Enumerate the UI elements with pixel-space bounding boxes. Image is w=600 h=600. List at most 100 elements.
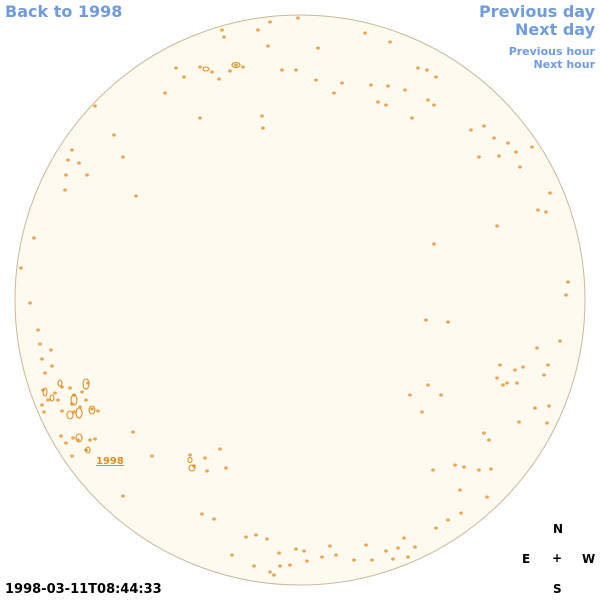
contour-speck: [280, 68, 284, 72]
contour-speck: [547, 404, 551, 408]
contour-speck: [256, 28, 260, 32]
contour-speck: [42, 410, 46, 414]
contour-speck: [530, 145, 534, 149]
contour-speck: [254, 533, 258, 537]
contour-speck: [316, 46, 320, 50]
contour-speck: [515, 381, 519, 385]
contour-speck: [453, 463, 457, 467]
contour-speck: [462, 465, 466, 469]
contour-speck: [217, 77, 221, 81]
contour-speck: [369, 83, 373, 87]
contour-speck: [403, 88, 407, 92]
contour-speck: [32, 236, 36, 240]
contour-speck: [545, 421, 549, 425]
contour-speck: [64, 173, 68, 177]
contour-speck: [40, 403, 44, 407]
contour-speck: [425, 68, 429, 72]
contour-speck: [96, 409, 100, 413]
contour-speck: [544, 210, 548, 214]
contour-speck: [49, 348, 53, 352]
contour-speck: [198, 65, 202, 69]
contour-speck: [42, 387, 48, 397]
contour-speck: [150, 454, 154, 458]
contour-speck: [328, 544, 332, 548]
contour-speck: [212, 517, 216, 521]
contour-speck: [77, 161, 81, 165]
contour-speck: [439, 393, 443, 397]
contour-speck: [40, 357, 44, 361]
contour-speck: [230, 553, 234, 557]
contour-speck: [90, 407, 94, 411]
contour-speck: [231, 61, 241, 69]
contour-speck: [533, 406, 537, 410]
contour-speck: [38, 342, 42, 346]
contour-speck: [314, 78, 318, 82]
contour-speck: [70, 394, 78, 406]
contour-speck: [420, 410, 424, 414]
contour-speck: [498, 363, 502, 367]
contour-speck: [410, 116, 414, 120]
contour-speck: [384, 103, 388, 107]
previous-day-link[interactable]: Previous day: [478, 2, 595, 21]
active-region-link[interactable]: 1998: [96, 456, 124, 467]
contour-speck: [376, 100, 380, 104]
next-day-link[interactable]: Next day: [515, 20, 595, 39]
contour-speck: [542, 373, 546, 377]
contour-speck: [228, 69, 232, 73]
contour-speck: [112, 133, 116, 137]
contour-speck: [84, 398, 88, 402]
contour-speck: [469, 128, 473, 132]
contour-speck: [200, 512, 204, 516]
contour-speck: [66, 410, 74, 420]
contour-speck: [203, 456, 207, 460]
contour-speck: [546, 363, 550, 367]
contour-speck: [396, 546, 400, 550]
previous-hour-link[interactable]: Previous hour: [508, 45, 595, 58]
contour-speck: [60, 409, 64, 413]
contour-speck: [277, 551, 281, 555]
contour-speck: [566, 280, 570, 284]
contour-speck: [88, 405, 96, 415]
contour-speck: [416, 66, 420, 70]
back-to-year-link[interactable]: Back to 1998: [5, 2, 123, 21]
contour-speck: [320, 555, 324, 559]
contour-speck: [121, 155, 125, 159]
contour-speck: [163, 91, 167, 95]
contour-speck: [477, 468, 481, 472]
contour-speck: [294, 547, 298, 551]
contour-speck: [266, 44, 270, 48]
contour-speck: [548, 191, 552, 195]
contour-speck: [513, 368, 517, 372]
contour-speck: [391, 557, 395, 561]
contour-speck: [408, 393, 412, 397]
contour-speck: [218, 447, 222, 451]
contour-speck: [564, 293, 568, 297]
contour-speck: [134, 194, 138, 198]
contour-speck: [272, 573, 276, 577]
contour-speck: [363, 31, 367, 35]
contour-features: [19, 16, 570, 577]
contour-speck: [198, 116, 202, 120]
contour-speck: [296, 16, 300, 20]
contour-speck: [424, 318, 428, 322]
contour-speck: [260, 114, 264, 118]
contour-speck: [370, 558, 374, 562]
contour-speck: [43, 371, 47, 375]
next-hour-link[interactable]: Next hour: [533, 58, 596, 71]
contour-speck: [56, 398, 60, 402]
contour-speck: [446, 320, 450, 324]
contour-speck: [495, 376, 499, 380]
contour-speck: [63, 188, 67, 192]
contour-speck: [558, 339, 562, 343]
contour-speck: [241, 65, 245, 69]
contour-speck: [188, 464, 196, 472]
contour-speck: [59, 434, 63, 438]
contour-speck: [71, 436, 75, 440]
contour-speck: [535, 346, 539, 350]
contour-speck: [505, 381, 509, 385]
contour-speck: [205, 469, 209, 473]
contour-speck: [49, 394, 55, 402]
contour-speck: [19, 266, 23, 270]
compass-center: +: [552, 551, 563, 565]
